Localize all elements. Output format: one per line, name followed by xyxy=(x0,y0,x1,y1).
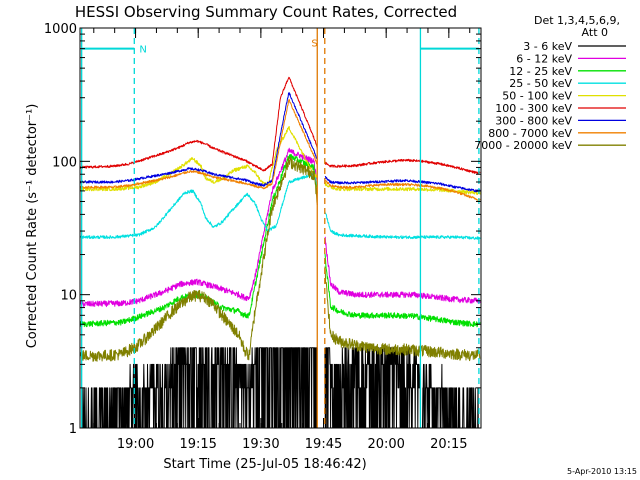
x-tick-label-6: 20:15 xyxy=(430,437,467,452)
series-line-4 xyxy=(79,173,481,240)
series-line-8 xyxy=(79,99,481,201)
flag-label-1: N xyxy=(139,45,146,56)
y-tick-label-2: 10 xyxy=(60,289,77,304)
x-tick-label-4: 19:45 xyxy=(305,437,342,452)
y-tick-label-1: 1 xyxy=(69,422,77,437)
legend-label-6: 100 - 300 keV xyxy=(495,102,572,115)
series-line-2 xyxy=(79,147,481,308)
x-tick-label-1: 19:00 xyxy=(117,437,154,452)
y-tick-label-4: 1000 xyxy=(44,22,77,37)
generation-timestamp: 5-Apr-2010 13:15 xyxy=(567,467,637,476)
legend-label-7: 300 - 800 keV xyxy=(495,114,572,127)
legend-header-detectors: Det 1,3,4,5,6,9, xyxy=(534,14,620,27)
x-tick-label-2: 19:15 xyxy=(179,437,216,452)
y-tick-label-3: 100 xyxy=(52,155,77,170)
x-axis-label: Start Time (25-Jul-05 18:46:42) xyxy=(163,457,366,472)
legend-label-8: 800 - 7000 keV xyxy=(488,127,572,140)
plot-area: NS xyxy=(79,28,481,429)
legend-label-2: 6 - 12 keV xyxy=(516,52,572,65)
x-tick-label-5: 20:00 xyxy=(367,437,404,452)
legend-header-attenuator: Att 0 xyxy=(582,26,608,39)
plot-frame xyxy=(79,27,482,429)
flag-label-2: S xyxy=(311,38,317,49)
axes: 1 10 100 1000 19:00 19:15 19:30 19:45 20:00 20:15 xyxy=(44,22,482,452)
series-line-7 xyxy=(79,92,481,193)
series-line-9 xyxy=(79,156,481,362)
legend-label-1: 3 - 6 keV xyxy=(523,40,572,53)
legend-label-5: 50 - 100 keV xyxy=(502,90,572,103)
legend-label-9: 7000 - 20000 keV xyxy=(474,139,572,152)
series-line-6 xyxy=(79,76,481,175)
legend-label-3: 12 - 25 keV xyxy=(509,65,572,78)
y-axis-label: Corrected Count Rate (s⁻¹ detector⁻¹) xyxy=(25,104,40,349)
x-tick-label-3: 19:30 xyxy=(242,437,279,452)
legend-label-4: 25 - 50 keV xyxy=(509,77,572,90)
chart-title: HESSI Observing Summary Count Rates, Cor… xyxy=(75,3,457,21)
